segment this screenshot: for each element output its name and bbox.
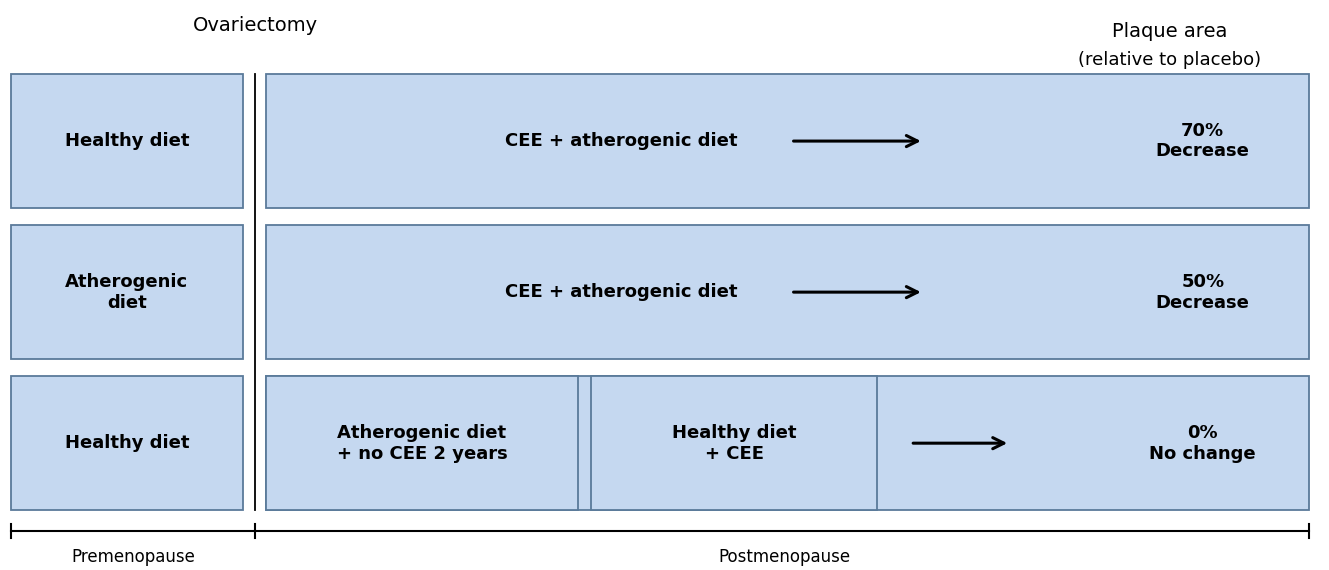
FancyBboxPatch shape [591, 376, 877, 510]
FancyBboxPatch shape [266, 376, 1309, 510]
Text: Ovariectomy: Ovariectomy [193, 16, 318, 35]
FancyBboxPatch shape [11, 376, 243, 510]
Text: Healthy diet: Healthy diet [65, 434, 189, 452]
Text: Healthy diet: Healthy diet [65, 132, 189, 150]
Text: 70%
Decrease: 70% Decrease [1156, 121, 1249, 161]
Text: CEE + atherogenic diet: CEE + atherogenic diet [505, 132, 738, 150]
Text: Healthy diet
+ CEE: Healthy diet + CEE [672, 424, 796, 463]
Text: (relative to placebo): (relative to placebo) [1078, 51, 1261, 69]
FancyBboxPatch shape [11, 225, 243, 359]
FancyBboxPatch shape [266, 225, 1309, 359]
Text: 0%
No change: 0% No change [1150, 424, 1256, 463]
FancyBboxPatch shape [266, 376, 578, 510]
Text: 50%
Decrease: 50% Decrease [1156, 272, 1249, 312]
Text: Atherogenic
diet: Atherogenic diet [65, 272, 189, 312]
Text: Plaque area: Plaque area [1112, 22, 1227, 41]
FancyBboxPatch shape [11, 74, 243, 208]
Text: Atherogenic diet
+ no CEE 2 years: Atherogenic diet + no CEE 2 years [336, 424, 508, 463]
FancyBboxPatch shape [266, 74, 1309, 208]
Text: Postmenopause: Postmenopause [718, 548, 851, 566]
Text: CEE + atherogenic diet: CEE + atherogenic diet [505, 283, 738, 301]
Text: Premenopause: Premenopause [70, 548, 195, 566]
